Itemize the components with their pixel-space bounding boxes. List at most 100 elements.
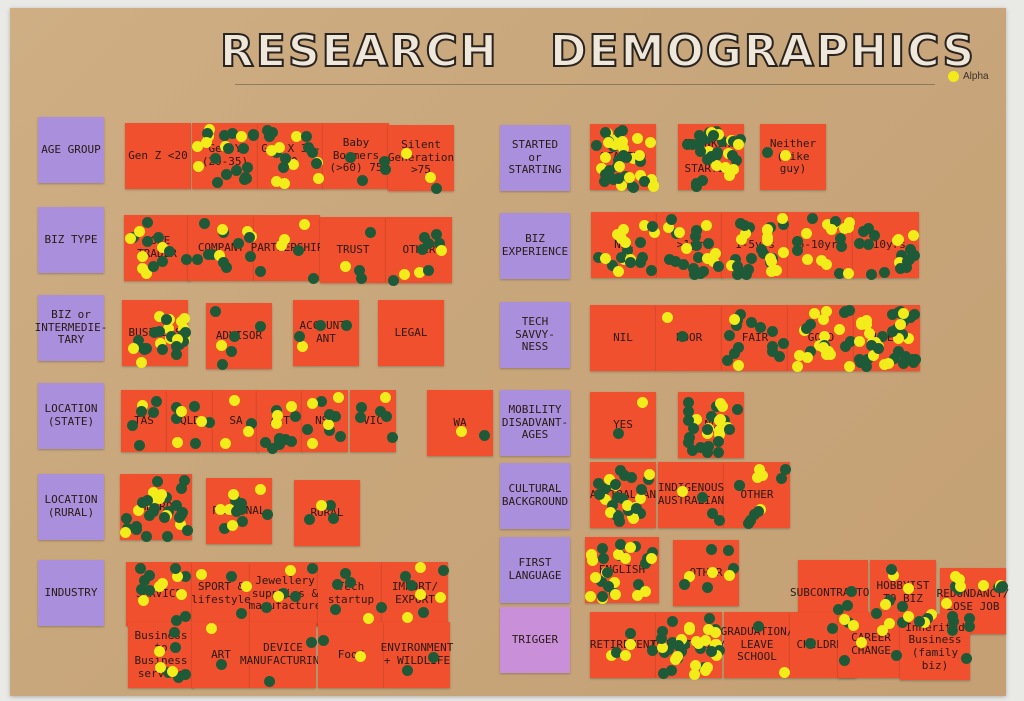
vote-dot (131, 520, 143, 532)
vote-dot (886, 308, 898, 320)
vote-dot (742, 264, 754, 276)
vote-dot (226, 571, 238, 583)
vote-dot (307, 398, 319, 410)
vote-dot (614, 516, 626, 528)
vote-dot (305, 636, 317, 648)
vote-dot (224, 504, 236, 516)
vote-dot (731, 268, 743, 280)
vote-dot (315, 320, 327, 332)
vote-dot (596, 576, 608, 588)
vote-dot (242, 161, 254, 173)
vote-dot (135, 584, 147, 596)
vote-dot (227, 488, 239, 500)
vote-dot (948, 615, 960, 627)
vote-dot (419, 231, 431, 243)
vote-dot (600, 126, 612, 138)
vote-dot (702, 423, 714, 435)
vote-dot (892, 307, 904, 319)
category-note: TECH SAVVY-NESS (500, 302, 570, 368)
vote-dot (636, 483, 648, 495)
vote-dot (710, 639, 722, 651)
vote-dot (380, 163, 392, 175)
vote-dot (648, 226, 660, 238)
vote-dot (402, 664, 414, 676)
vote-dot (619, 650, 631, 662)
vote-dot (899, 351, 911, 362)
vote-dot (171, 615, 183, 627)
vote-dot (164, 246, 176, 258)
vote-dot (599, 169, 611, 181)
vote-dot (179, 669, 191, 681)
vote-dot (621, 151, 633, 163)
option-note: Silent Generation >75 (388, 125, 454, 191)
vote-dot (190, 437, 202, 449)
vote-dot (841, 599, 853, 611)
vote-dot (431, 182, 443, 194)
vote-dot (181, 253, 193, 265)
vote-dot (611, 647, 623, 659)
vote-dot (678, 259, 690, 271)
vote-dot (727, 163, 739, 175)
vote-dot (604, 507, 616, 518)
vote-dot (455, 426, 467, 438)
vote-dot (996, 581, 1008, 593)
vote-dot (823, 346, 835, 358)
vote-dot (179, 313, 191, 325)
vote-dot (614, 161, 626, 173)
vote-dot (231, 164, 243, 176)
vote-dot (728, 313, 740, 325)
vote-dot (171, 499, 183, 511)
vote-dot (611, 491, 623, 503)
vote-dot (683, 571, 695, 583)
vote-dot (375, 601, 387, 613)
vote-dot (723, 330, 735, 341)
vote-dot (869, 230, 881, 242)
vote-dot (220, 168, 232, 180)
vote-dot (170, 641, 182, 653)
vote-dot (870, 608, 882, 620)
vote-dot (820, 305, 832, 317)
vote-dot (332, 578, 344, 590)
vote-dot (865, 340, 877, 352)
vote-dot (686, 138, 698, 150)
vote-dot (607, 173, 619, 185)
vote-dot (288, 158, 300, 170)
vote-dot (378, 155, 390, 167)
vote-dot (745, 316, 757, 328)
vote-dot (765, 266, 777, 278)
vote-dot (204, 417, 216, 429)
vote-dot (615, 251, 627, 263)
vote-dot (689, 269, 701, 281)
vote-dot (733, 360, 745, 372)
vote-dot (844, 361, 856, 373)
vote-dot (192, 161, 204, 173)
vote-dot (237, 143, 249, 155)
vote-dot (713, 414, 725, 426)
vote-dot (644, 468, 656, 480)
vote-dot (613, 172, 625, 184)
vote-dot (792, 245, 804, 257)
vote-dot (695, 441, 707, 453)
vote-dot (599, 494, 611, 506)
vote-dot (666, 664, 678, 676)
vote-dot (143, 584, 155, 596)
vote-dot (703, 238, 715, 250)
vote-dot (603, 580, 615, 592)
vote-dot (839, 654, 851, 666)
vote-dot (963, 621, 975, 633)
vote-dot (298, 219, 310, 231)
vote-dot (732, 404, 744, 416)
category-note: FIRST LANGUAGE (500, 537, 570, 603)
vote-dot (595, 163, 607, 175)
vote-dot (801, 323, 813, 335)
vote-dot (612, 154, 624, 166)
vote-dot (773, 351, 785, 363)
vote-dot (690, 659, 702, 671)
vote-dot (312, 173, 324, 185)
vote-dot (701, 662, 713, 674)
vote-dot (914, 616, 926, 628)
vote-dot (245, 250, 257, 262)
vote-dot (618, 469, 630, 481)
vote-dot (761, 223, 773, 235)
legend-yellow-dot-icon (948, 71, 959, 82)
